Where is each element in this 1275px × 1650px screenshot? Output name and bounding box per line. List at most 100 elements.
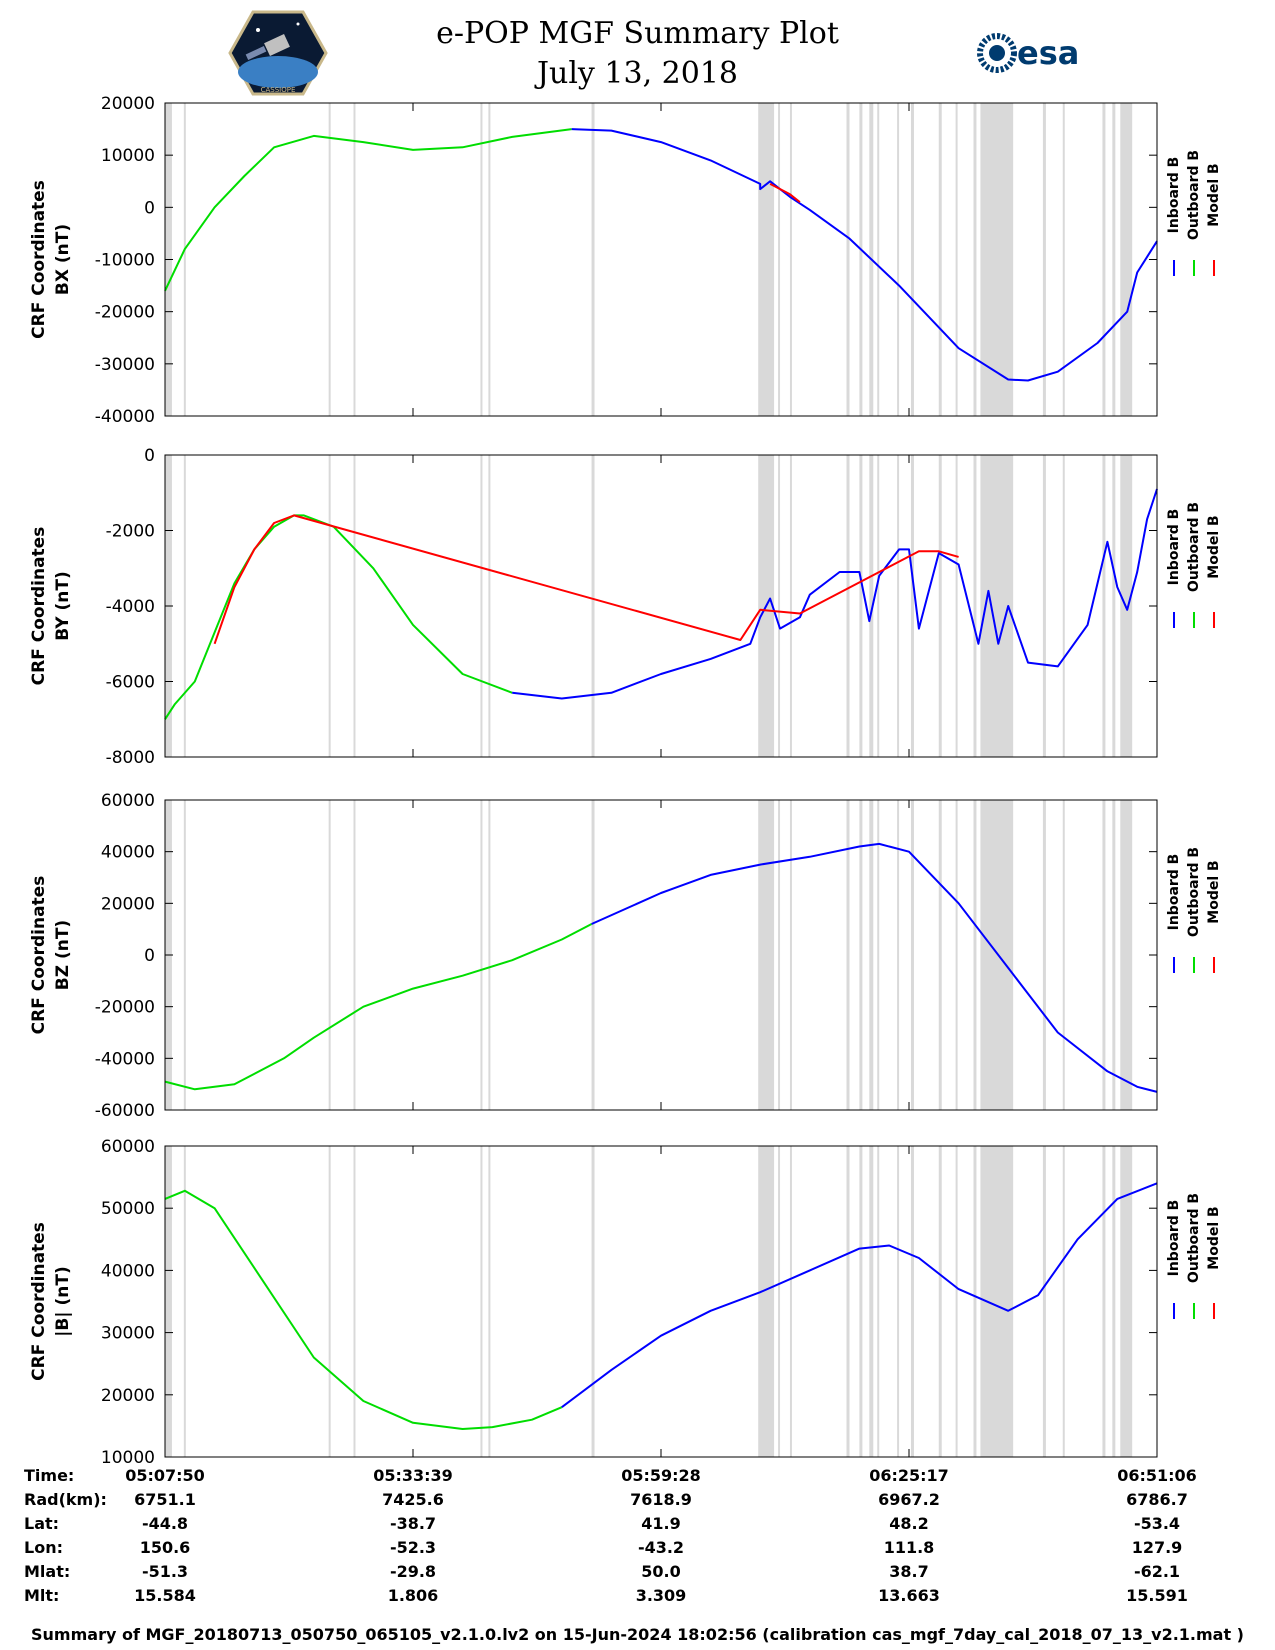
y-tick-label: 10000 xyxy=(101,146,155,166)
y-tick-label: -20000 xyxy=(95,303,155,323)
gap-band xyxy=(591,455,595,757)
legend-label: Model B xyxy=(1206,860,1222,923)
gap-band xyxy=(955,455,958,757)
gap-band xyxy=(1102,800,1106,1110)
rad-value: 6751.1 xyxy=(134,1490,196,1509)
legend-label: Model B xyxy=(1206,163,1222,226)
gap-band xyxy=(1102,1146,1106,1457)
gap-band xyxy=(591,1146,595,1457)
gap-band xyxy=(1042,1146,1046,1457)
gap-band xyxy=(328,800,331,1110)
mlt-value: 13.663 xyxy=(878,1586,940,1605)
time-value: 05:33:39 xyxy=(373,1466,453,1485)
rad-value: 7425.6 xyxy=(382,1490,444,1509)
lon-value: 127.9 xyxy=(1131,1538,1183,1557)
gap-band xyxy=(897,103,900,416)
gap-band xyxy=(591,103,595,416)
info-label-lat: Lat: xyxy=(24,1514,60,1533)
gap-band xyxy=(488,455,491,757)
cassiope-logo: CASSIOPE xyxy=(228,10,328,96)
gap-band xyxy=(869,1146,874,1457)
gap-band xyxy=(328,1146,331,1457)
title-block: e-POP MGF Summary Plot July 13, 2018 xyxy=(0,14,1275,94)
gap-band xyxy=(480,800,483,1110)
mlt-value: 3.309 xyxy=(635,1586,687,1605)
lon-value: 150.6 xyxy=(139,1538,191,1557)
gap-band xyxy=(938,800,942,1110)
time-value: 06:51:06 xyxy=(1117,1466,1197,1485)
y-tick-label: -20000 xyxy=(95,998,155,1018)
gap-band xyxy=(973,1146,977,1457)
gap-band xyxy=(758,103,775,416)
lat-value: -44.8 xyxy=(141,1514,189,1533)
time-value: 06:25:17 xyxy=(869,1466,949,1485)
mlat-value: -62.1 xyxy=(1133,1562,1181,1581)
gap-band xyxy=(877,103,880,416)
gap-band xyxy=(328,455,331,757)
y-axis-label: BX (nT) xyxy=(53,224,73,295)
y-axis-label: CRF Coordinates xyxy=(29,876,49,1035)
mlat-value: 50.0 xyxy=(641,1562,681,1581)
time-value: 05:07:50 xyxy=(125,1466,205,1485)
info-label-rad: Rad(km): xyxy=(24,1490,107,1509)
gap-band xyxy=(1102,103,1106,416)
gap-band xyxy=(353,103,356,416)
info-label-mlt: Mlt: xyxy=(24,1586,60,1605)
panel-4: 60000 50000 40000 30000 20000 10000 CRF Coordi… xyxy=(29,1137,1222,1468)
y-axis-label: BY (nT) xyxy=(53,571,73,641)
mlt-value: 1.806 xyxy=(387,1586,439,1605)
esa-logo: esa xyxy=(977,33,1079,73)
y-tick-label: 0 xyxy=(144,198,155,218)
legend-label: Inboard B xyxy=(1166,157,1182,234)
gap-band xyxy=(938,1146,942,1457)
chart-date: July 13, 2018 xyxy=(536,56,739,91)
gap-band xyxy=(846,455,850,757)
gap-band xyxy=(480,1146,483,1457)
y-tick-label: 20000 xyxy=(101,1386,155,1406)
gap-band xyxy=(897,455,900,757)
rad-value: 6967.2 xyxy=(878,1490,940,1509)
gap-band xyxy=(353,455,356,757)
y-tick-label: -30000 xyxy=(95,355,155,375)
gap-band xyxy=(973,103,977,416)
footer-caption: Summary of MGF_20180713_050750_065105_v2… xyxy=(31,1625,1244,1644)
inboard-b-line xyxy=(571,128,1158,382)
y-axis-label: CRF Coordinates xyxy=(29,1222,49,1381)
outboard-b-line xyxy=(164,923,593,1091)
legend-label: Model B xyxy=(1206,1206,1222,1269)
legend-label: Inboard B xyxy=(1166,1200,1182,1277)
y-tick-label: 0 xyxy=(144,446,155,466)
outboard-b-line xyxy=(164,514,513,720)
y-axis-label: BZ (nT) xyxy=(53,920,73,990)
gap-band xyxy=(789,455,792,757)
gap-band xyxy=(778,1146,781,1457)
y-tick-label: -4000 xyxy=(106,597,155,617)
y-tick-label: 20000 xyxy=(101,894,155,914)
gap-band xyxy=(1042,800,1046,1110)
inboard-b-line xyxy=(512,488,1158,700)
gap-band xyxy=(973,800,977,1110)
y-tick-label: -6000 xyxy=(106,673,155,693)
y-tick-label: 30000 xyxy=(101,1324,155,1344)
gap-band xyxy=(488,800,491,1110)
y-tick-label: 50000 xyxy=(101,1199,155,1219)
outboard-b-line xyxy=(164,128,572,292)
y-tick-label: -8000 xyxy=(106,748,155,768)
y-tick-label: -2000 xyxy=(106,522,155,542)
time-value: 05:59:28 xyxy=(621,1466,701,1485)
gap-band xyxy=(1062,455,1065,757)
gap-band xyxy=(859,800,863,1110)
y-tick-label: 0 xyxy=(144,946,155,966)
gap-band xyxy=(910,103,914,416)
panel-2: 0 -2000 -4000 -6000 -8000 CRF Coordinates BY (… xyxy=(29,446,1222,768)
gap-band xyxy=(1112,455,1116,757)
gap-band xyxy=(1112,103,1116,416)
gap-band xyxy=(877,455,880,757)
lat-value: -53.4 xyxy=(1133,1514,1181,1533)
gap-band xyxy=(183,800,186,1110)
gap-band xyxy=(591,800,595,1110)
mlat-value: -29.8 xyxy=(389,1562,437,1581)
y-tick-label: -40000 xyxy=(95,407,155,427)
esa-logo-text: esa xyxy=(1017,34,1079,72)
